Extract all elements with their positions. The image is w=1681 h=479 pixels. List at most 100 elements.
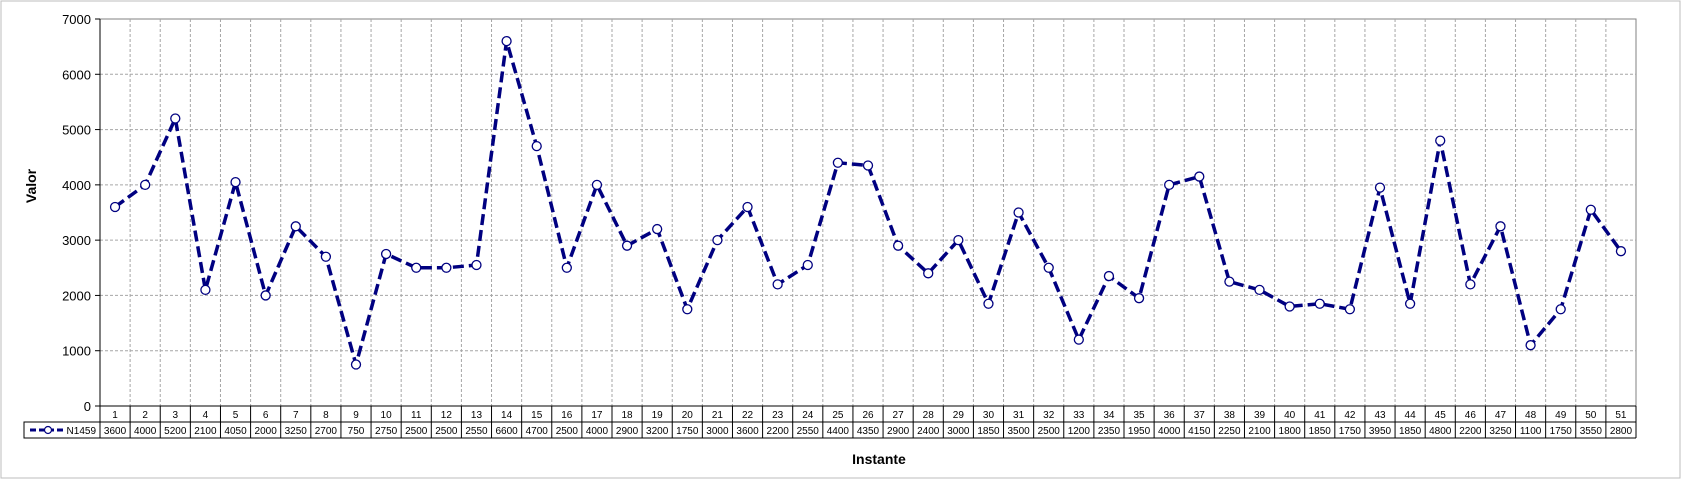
data-point <box>1585 204 1596 215</box>
data-table-value: 3000 <box>947 426 970 437</box>
y-tick-label: 4000 <box>62 178 91 193</box>
x-tick-label: 14 <box>501 410 513 421</box>
data-table-value: 4700 <box>526 426 549 437</box>
data-point <box>1254 284 1265 296</box>
data-table-value: 2100 <box>1248 426 1271 437</box>
data-point <box>1284 301 1295 312</box>
data-table-value: 2400 <box>917 426 940 437</box>
x-tick-label: 38 <box>1224 410 1236 421</box>
data-table-value: 3250 <box>1489 426 1512 437</box>
data-point <box>471 259 482 271</box>
x-tick-label: 30 <box>983 410 995 421</box>
data-point <box>200 284 211 296</box>
data-point <box>1344 304 1356 315</box>
x-tick-label: 42 <box>1344 410 1356 421</box>
x-tick-label: 2 <box>142 410 148 421</box>
legend-series-name: N1459 <box>67 426 97 437</box>
data-table-value: 4000 <box>134 426 157 437</box>
x-tick-label: 8 <box>323 410 329 421</box>
x-tick-label: 5 <box>233 410 239 421</box>
data-table-value: 4000 <box>586 426 609 437</box>
y-tick-label: 2000 <box>62 288 91 303</box>
x-tick-label: 24 <box>802 410 814 421</box>
data-point <box>1073 334 1084 345</box>
data-table-value: 1850 <box>977 426 1000 437</box>
x-tick-label: 48 <box>1525 410 1537 421</box>
x-tick-label: 13 <box>471 410 483 421</box>
x-tick-label: 10 <box>381 410 393 421</box>
y-tick-label: 6000 <box>62 67 91 82</box>
data-point <box>772 279 783 290</box>
data-table-value: 2900 <box>616 426 639 437</box>
x-axis-title: Instante <box>852 451 906 467</box>
data-point <box>109 201 121 213</box>
data-point <box>682 304 693 315</box>
data-table-value: 4150 <box>1188 426 1211 437</box>
data-table-value: 2200 <box>1459 426 1482 437</box>
x-tick-label: 43 <box>1374 410 1386 421</box>
data-table-value: 2250 <box>1218 426 1241 437</box>
x-tick-label: 20 <box>682 410 694 421</box>
data-table-value: 3250 <box>285 426 308 437</box>
data-point <box>892 240 904 251</box>
data-table-value: 750 <box>348 426 365 437</box>
data-table-value: 1750 <box>1339 426 1362 437</box>
data-point <box>1314 298 1325 309</box>
x-tick-label: 22 <box>742 410 754 421</box>
data-point <box>170 113 181 124</box>
x-tick-label: 40 <box>1284 410 1296 421</box>
data-point <box>1495 221 1506 232</box>
data-table-value: 3550 <box>1580 426 1603 437</box>
x-tick-label: 7 <box>293 410 299 421</box>
data-point <box>1133 293 1145 304</box>
data-point <box>441 262 452 273</box>
data-point <box>832 157 844 168</box>
data-table-value: 2500 <box>435 426 458 437</box>
y-tick-label: 5000 <box>62 123 91 138</box>
data-point <box>230 176 241 188</box>
data-table-value: 2200 <box>767 426 790 437</box>
data-point <box>1164 179 1175 191</box>
data-table-value: 1850 <box>1309 426 1332 437</box>
data-point <box>953 234 964 246</box>
data-table-value: 3200 <box>646 426 669 437</box>
legend-marker-key <box>43 425 53 435</box>
x-tick-label: 51 <box>1615 410 1627 421</box>
data-point <box>1194 171 1205 182</box>
x-tick-label: 12 <box>441 410 453 421</box>
data-table-value: 4400 <box>827 426 850 437</box>
data-table-value: 2350 <box>1098 426 1121 437</box>
data-table-value: 2000 <box>255 426 278 437</box>
x-tick-label: 27 <box>893 410 905 421</box>
data-table-value: 2550 <box>465 426 488 437</box>
x-tick-label: 26 <box>862 410 874 421</box>
data-table-value: 1800 <box>1279 426 1302 437</box>
x-tick-label: 34 <box>1103 410 1115 421</box>
data-point <box>1043 262 1054 273</box>
data-table-value: 1850 <box>1399 426 1422 437</box>
data-table-value: 2500 <box>405 426 428 437</box>
data-point <box>380 248 392 260</box>
data-point <box>531 141 542 152</box>
data-point <box>1465 279 1476 290</box>
data-point <box>652 223 663 235</box>
data-point <box>1404 298 1416 309</box>
x-tick-label: 46 <box>1465 410 1477 421</box>
y-tick-label: 1000 <box>62 344 91 359</box>
x-tick-label: 11 <box>411 410 422 421</box>
data-table-value: 1950 <box>1128 426 1151 437</box>
x-tick-label: 23 <box>772 410 784 421</box>
y-tick-label: 0 <box>84 399 91 414</box>
data-point <box>1435 135 1446 146</box>
data-table-value: 2100 <box>194 426 217 437</box>
y-tick-label: 7000 <box>62 12 91 27</box>
x-tick-label: 31 <box>1013 410 1025 421</box>
data-point <box>1103 270 1115 282</box>
x-tick-label: 1 <box>112 410 118 421</box>
data-table-value: 2500 <box>1038 426 1061 437</box>
data-point <box>140 179 151 191</box>
data-table-value: 3600 <box>736 426 759 437</box>
x-tick-label: 3 <box>173 410 179 421</box>
data-point <box>712 234 723 246</box>
